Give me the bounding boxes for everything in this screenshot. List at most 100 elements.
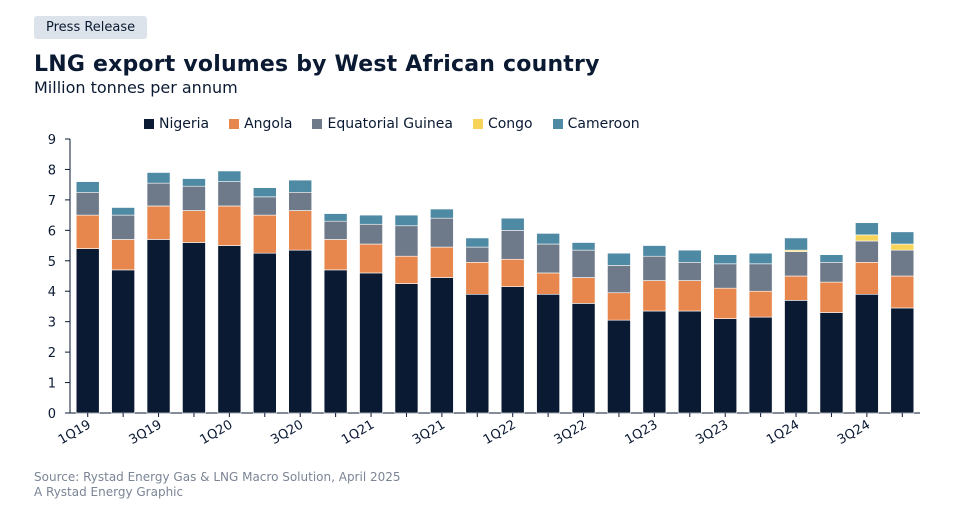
bar-segment-nigeria [571,303,596,414]
y-tick-label: 3 [48,316,56,331]
bar-segment-angola [855,261,879,295]
bar-segment-equatorial-guinea [677,261,702,281]
chart-legend: Nigeria Angola Equatorial Guinea Congo C… [144,116,640,132]
bar-segment-cameroon [642,245,667,257]
bar-segment-angola [323,239,348,271]
bar-segment-equatorial-guinea [571,249,596,278]
bar-segment-cameroon [677,249,702,263]
bar-segment-angola [75,214,100,249]
bar-segment-angola [430,246,454,278]
legend-label-equatorial-guinea: Equatorial Guinea [327,116,453,132]
bar-segment-equatorial-guinea [465,246,490,263]
chart-title: LNG export volumes by West African count… [34,52,600,77]
bar-segment-angola [182,210,206,243]
bar-segment-nigeria [890,307,915,414]
bar-segment-congo [855,234,879,242]
bar-segment-equatorial-guinea [146,182,171,207]
bar-segment-cameroon [571,242,596,251]
x-tick-label: 3Q20 [268,417,306,448]
legend-item-angola: Angola [229,116,292,132]
chart-subtitle: Million tonnes per annum [34,78,238,97]
x-tick-label: 1Q22 [481,417,519,448]
bar-segment-cameroon [607,252,631,266]
bar-segment-angola [536,272,560,295]
bar-segment-nigeria [748,316,773,414]
bar-segment-equatorial-guinea [394,225,419,257]
bar-segment-cameroon [465,237,490,248]
y-tick-label: 6 [48,224,56,239]
legend-swatch-equatorial-guinea [312,119,323,129]
bar-segment-nigeria [394,283,419,414]
bar-segment-cameroon [217,170,242,182]
bar-segment-angola [252,214,277,254]
bar-segment-equatorial-guinea [500,230,525,260]
credit-line: A Rystad Energy Graphic [34,485,184,499]
bar-segment-angola [607,292,631,321]
bar-segment-nigeria [252,252,277,414]
bar-segment-angola [748,290,773,318]
bar-segment-nigeria [430,277,454,414]
bar-segment-angola [359,243,383,274]
bar-segment-nigeria [536,293,560,414]
bar-segment-equatorial-guinea [288,191,313,211]
bar-segment-cameroon [146,172,171,184]
bar-segment-equatorial-guinea [713,263,738,289]
bar-segment-equatorial-guinea [784,251,808,277]
bar-segment-angola [713,287,738,319]
bar-segment-nigeria [500,286,525,414]
bar-segment-equatorial-guinea [182,185,206,211]
bar-segment-angola [890,275,915,309]
bar-segment-equatorial-guinea [536,243,560,274]
bar-segment-cameroon [288,179,313,193]
bar-segment-equatorial-guinea [642,255,667,281]
bar-segment-equatorial-guinea [890,249,915,277]
bar-segment-angola [677,280,702,312]
bar-segment-nigeria [288,249,313,414]
bar-segment-equatorial-guinea [75,191,100,216]
bar-segment-equatorial-guinea [111,214,135,240]
bar-segment-angola [111,239,135,271]
bar-segment-cameroon [819,254,844,263]
bar-segment-equatorial-guinea [430,217,454,248]
source-note: Source: Rystad Energy Gas & LNG Macro So… [34,470,401,500]
bar-segment-angola [571,277,596,304]
y-tick-label: 2 [48,346,56,361]
bar-segment-angola [500,258,525,287]
legend-item-equatorial-guinea: Equatorial Guinea [312,116,453,132]
bar-segment-angola [819,281,844,313]
bar-segment-equatorial-guinea [607,265,631,294]
y-tick-label: 7 [48,194,56,209]
bar-segment-angola [146,205,171,240]
legend-label-congo: Congo [487,116,533,132]
y-tick-label: 9 [48,133,56,148]
bar-segment-cameroon [890,231,915,245]
bar-segment-nigeria [323,269,348,414]
legend-swatch-nigeria [144,119,154,129]
x-tick-label: 1Q21 [339,417,377,448]
legend-label-angola: Angola [244,116,293,132]
legend-swatch-angola [229,119,240,129]
bar-segment-cameroon [500,217,525,231]
bar-segment-equatorial-guinea [217,181,242,207]
legend-item-congo: Congo [472,116,533,132]
bar-segment-nigeria [855,293,879,414]
press-release-tag: Press Release [34,16,148,39]
y-tick-label: 4 [48,285,56,300]
bar-segment-equatorial-guinea [748,263,773,292]
legend-label-cameroon: Cameroon [567,116,640,132]
bar-segment-cameroon [359,214,383,225]
bar-segment-nigeria [182,242,206,414]
bar-segment-nigeria [217,245,242,414]
bar-segment-nigeria [465,293,490,414]
bar-segment-nigeria [713,318,738,414]
bar-segment-nigeria [111,269,135,414]
bar-segment-cameroon [252,187,277,198]
bar-segment-cameroon [323,213,348,222]
legend-swatch-cameroon [552,119,563,129]
bar-segment-nigeria [75,248,100,414]
bar-segment-nigeria [784,300,808,414]
x-tick-label: 3Q19 [127,417,165,448]
bar-segment-cameroon [855,222,879,236]
bar-segment-cameroon [748,252,773,265]
